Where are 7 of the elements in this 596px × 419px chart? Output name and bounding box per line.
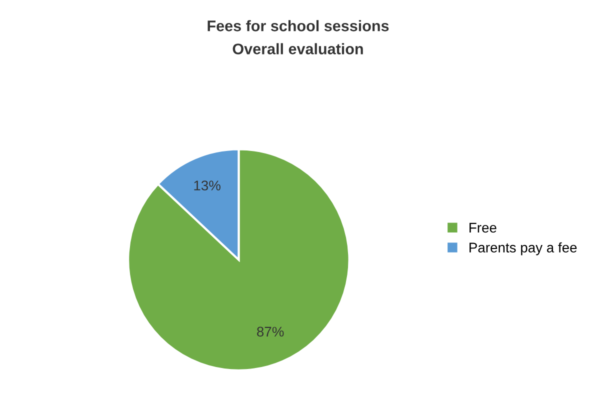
legend-label: Parents pay a fee xyxy=(470,242,577,256)
pie-slice xyxy=(127,148,350,372)
data-label: 87% xyxy=(257,326,284,337)
chart-title: Fees for school sessions xyxy=(208,20,389,32)
data-label: 13% xyxy=(194,180,220,190)
legend-label: Free xyxy=(470,222,496,233)
chart-subtitle: Overall evaluation xyxy=(232,43,363,54)
